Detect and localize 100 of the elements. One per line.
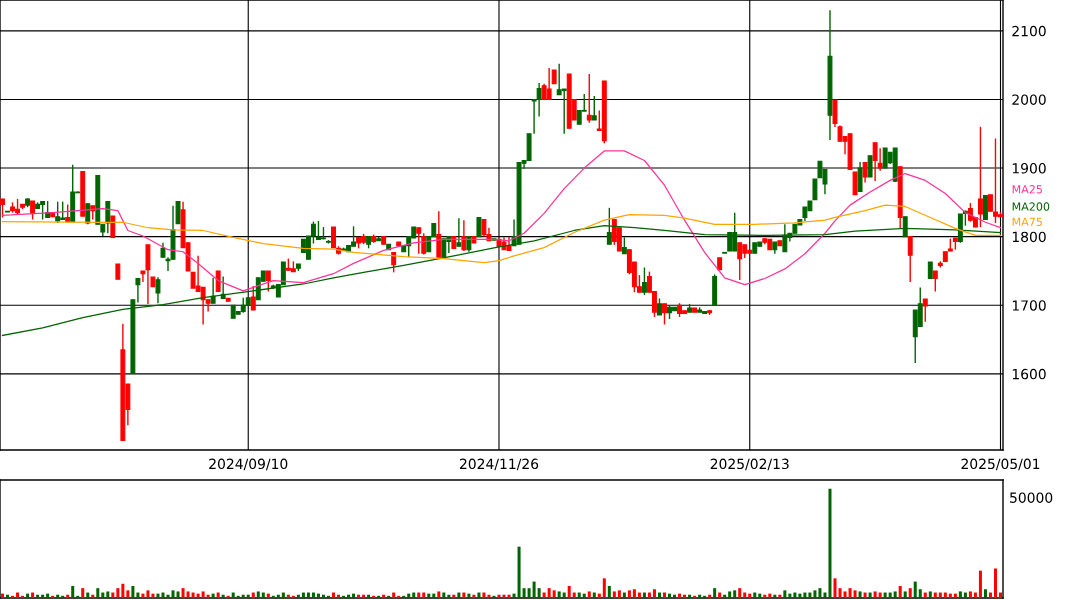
- bar: [592, 592, 596, 598]
- bar: [412, 592, 416, 598]
- bar: [918, 589, 922, 598]
- bar: [306, 592, 310, 598]
- y-tick-label: 1700: [1012, 300, 1046, 311]
- bar: [382, 594, 386, 598]
- bar: [231, 592, 235, 598]
- bar: [201, 591, 205, 598]
- candlestick: [737, 242, 743, 281]
- bar: [41, 594, 45, 598]
- candlestick: [907, 235, 913, 283]
- bar: [246, 594, 250, 598]
- bar: [783, 590, 787, 598]
- bar: [286, 594, 290, 598]
- bar: [743, 592, 747, 598]
- bar: [773, 594, 777, 598]
- candlestick: [215, 270, 221, 293]
- bar: [542, 592, 546, 598]
- y-tick-label: 1900: [1012, 163, 1046, 174]
- candlestick: [416, 227, 422, 255]
- bar: [597, 593, 601, 598]
- candlestick: [441, 238, 447, 258]
- y-tick-label: 1600: [1012, 368, 1046, 380]
- bar: [557, 591, 561, 598]
- bar: [813, 590, 817, 598]
- bar: [26, 593, 30, 598]
- bar: [858, 591, 862, 598]
- candlestick: [922, 298, 928, 323]
- bar: [868, 592, 872, 598]
- bar: [647, 592, 651, 598]
- bar: [86, 592, 90, 598]
- bar: [637, 592, 641, 598]
- bar: [56, 594, 60, 598]
- candlestick: [155, 276, 161, 304]
- bar: [657, 592, 661, 598]
- bar: [487, 594, 491, 598]
- bar: [748, 593, 752, 598]
- candlestick: [932, 270, 938, 293]
- bar: [36, 594, 40, 598]
- bar: [216, 592, 220, 598]
- bar: [497, 594, 501, 598]
- bar: [281, 592, 285, 598]
- bar: [612, 591, 616, 598]
- bar: [622, 592, 626, 598]
- bar: [447, 594, 451, 598]
- bar: [432, 593, 436, 598]
- bar: [6, 594, 10, 598]
- bar: [738, 588, 742, 598]
- candlestick: [30, 200, 36, 221]
- bar: [688, 594, 692, 598]
- bar: [853, 590, 857, 598]
- bar: [427, 593, 431, 598]
- bar: [522, 588, 526, 598]
- bar: [793, 592, 797, 598]
- bar: [998, 592, 1002, 598]
- candlestick: [456, 217, 462, 247]
- bar: [367, 594, 371, 598]
- bar: [547, 588, 551, 598]
- bar: [131, 585, 135, 598]
- candlestick: [872, 141, 878, 182]
- bar: [311, 592, 315, 598]
- bar: [517, 546, 521, 598]
- bar: [577, 592, 581, 598]
- bar: [933, 592, 937, 598]
- bar: [251, 592, 255, 598]
- bar: [171, 590, 175, 598]
- bar: [652, 589, 656, 598]
- bar: [678, 593, 682, 598]
- candlestick: [0, 198, 5, 219]
- bar: [261, 592, 265, 598]
- bar: [316, 593, 320, 598]
- bar: [301, 592, 305, 598]
- bar: [803, 592, 807, 598]
- bar: [81, 588, 85, 598]
- bar: [502, 594, 506, 598]
- bar: [66, 594, 70, 598]
- candlestick: [461, 219, 467, 252]
- bar: [993, 568, 997, 598]
- bar: [562, 592, 566, 598]
- bar: [948, 593, 952, 598]
- bar: [763, 594, 767, 598]
- bar: [156, 593, 160, 598]
- candlestick: [536, 82, 542, 118]
- bar: [983, 589, 987, 598]
- bar: [913, 581, 917, 598]
- bar: [698, 594, 702, 598]
- bar: [883, 592, 887, 598]
- bar: [186, 591, 190, 598]
- candlestick: [561, 88, 567, 135]
- bar: [838, 588, 842, 598]
- bar: [357, 594, 361, 598]
- bar: [437, 591, 441, 598]
- bar: [908, 588, 912, 598]
- bar: [221, 594, 225, 598]
- bar: [673, 594, 677, 598]
- bar: [71, 585, 75, 598]
- y-tick-label: 2000: [1012, 94, 1046, 105]
- candlestick: [977, 126, 983, 228]
- y-tick-label: 1800: [1012, 231, 1046, 243]
- x-tick-label: 2024/11/26: [459, 458, 539, 471]
